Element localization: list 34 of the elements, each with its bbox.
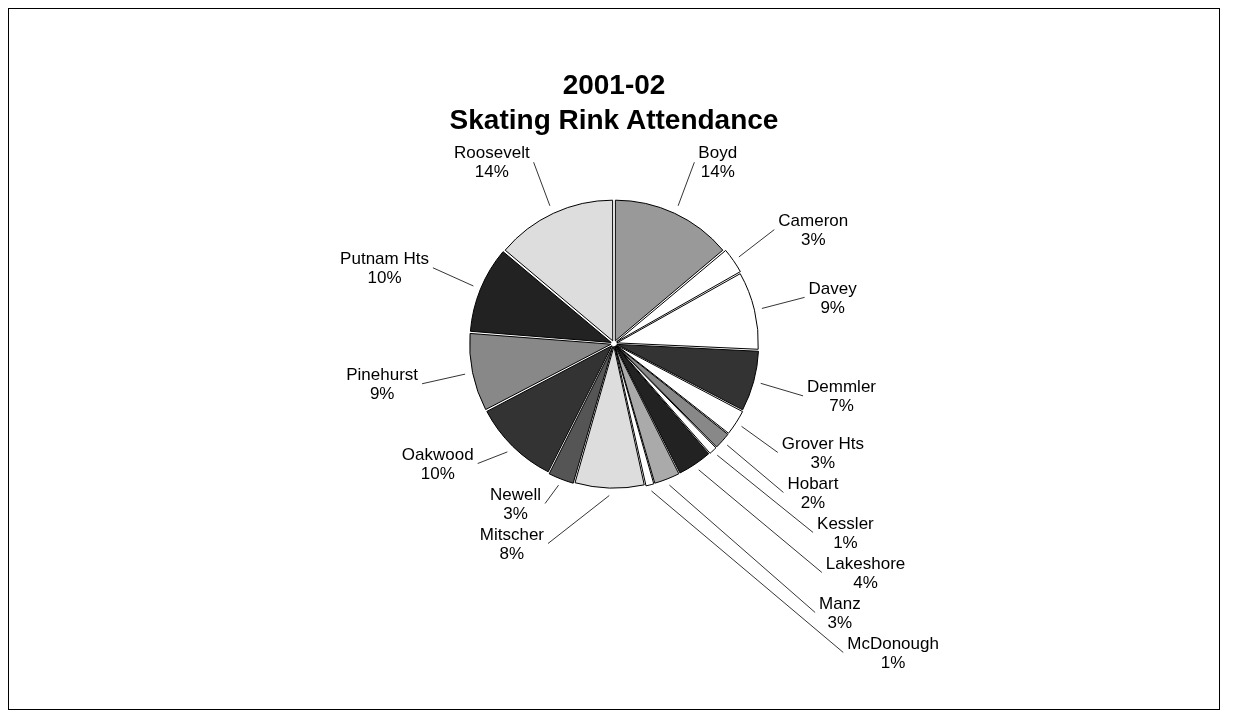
data-label: 3% [503,503,528,523]
data-label: 14% [700,162,735,182]
slice-label: Grover Hts [781,433,864,453]
data-label: 10% [367,267,402,287]
data-label: 3% [827,612,853,632]
slice-label: Demmler [807,377,877,397]
data-label: 4% [853,572,878,592]
data-label: 2% [800,492,826,512]
slice-label: Putnam Hts [340,248,429,268]
chart-title: 2001-02 [562,68,666,100]
slice-label: Newell [490,484,542,504]
slice-label: Pinehurst [346,364,419,384]
slice-label: Cameron [778,210,849,230]
data-label: 3% [810,452,836,472]
slice-label: Kessler [817,513,875,533]
data-label: 14% [474,162,509,182]
data-label: 10% [420,463,455,483]
slice-label: Manz [819,593,861,613]
data-label: 1% [880,652,906,672]
data-label: 9% [369,383,395,403]
slice-label: Boyd [698,143,738,163]
slice-label: Hobart [787,473,839,493]
data-label: 1% [833,532,858,552]
slice-label: Lakeshore [825,553,906,573]
data-label: 7% [829,396,854,416]
slice-label: Mitscher [479,524,545,544]
slice-label: Oakwood [401,444,474,464]
slice-label: Roosevelt [454,143,530,163]
data-label: 9% [820,297,845,317]
data-label: 8% [499,543,525,563]
slice-label: Davey [808,278,858,298]
data-label: 3% [800,229,826,249]
slice-label: McDonough [847,633,939,653]
chart-subtitle: Skating Rink Attendance [449,104,779,136]
